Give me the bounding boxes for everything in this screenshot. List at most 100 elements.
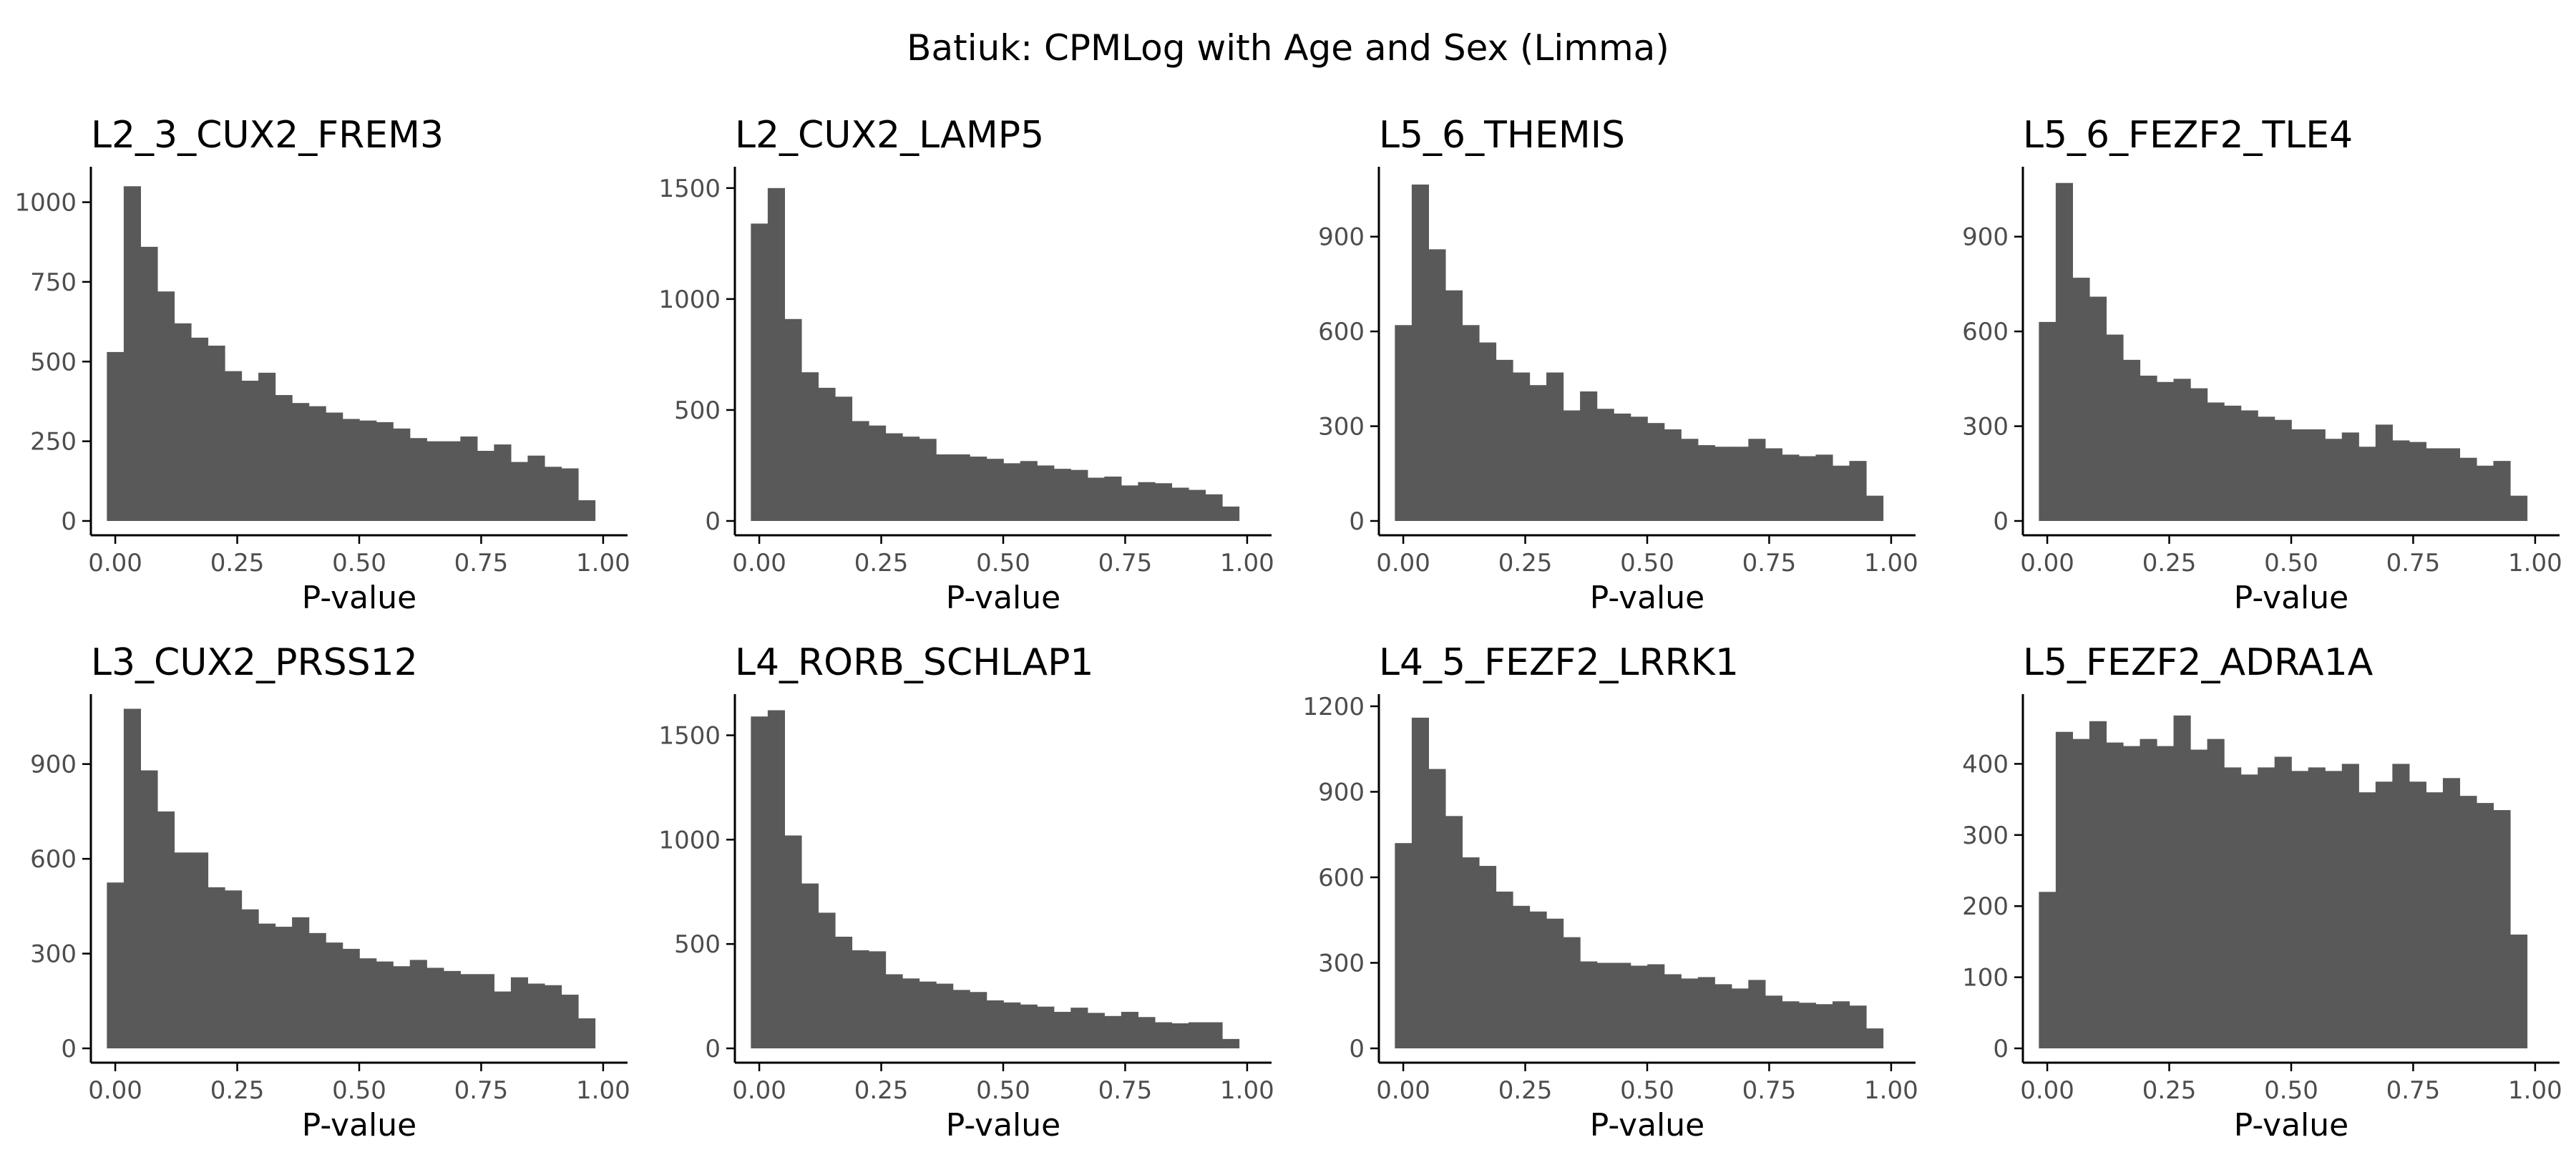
x-tick-label: 0.00 — [2020, 549, 2074, 577]
histogram-bar — [902, 437, 920, 521]
histogram-bar — [1171, 487, 1189, 521]
x-tick-label: 0.00 — [88, 549, 142, 577]
histogram-bar — [986, 459, 1004, 521]
histogram-bar — [1580, 391, 1598, 521]
histogram-bar — [2493, 810, 2511, 1048]
histogram-bar — [2308, 429, 2326, 521]
histogram-bar — [208, 346, 225, 521]
histogram-bar — [2409, 442, 2426, 521]
histogram-bar — [1445, 816, 1463, 1048]
histogram-bar — [1647, 423, 1665, 521]
histogram-bar — [2240, 410, 2258, 521]
histogram-bar — [1647, 964, 1665, 1048]
histogram-bar — [1513, 905, 1531, 1048]
histogram-bar — [869, 951, 887, 1048]
histogram-bar — [2392, 440, 2410, 521]
histogram-bar — [292, 403, 310, 521]
x-tick-label: 0.25 — [2142, 1076, 2197, 1105]
y-tick-label: 250 — [30, 428, 77, 457]
y-tick-label: 0 — [61, 507, 77, 536]
histogram-bar — [869, 425, 887, 521]
histogram-bar — [241, 381, 259, 521]
x-tick-label: 1.00 — [576, 1076, 630, 1105]
histogram-bar — [1020, 1004, 1038, 1048]
histogram-bar — [2442, 778, 2461, 1048]
histogram-bar — [409, 438, 427, 521]
histogram-bar — [2106, 742, 2124, 1048]
histogram-bar — [1614, 413, 1631, 521]
histogram-bar — [477, 451, 494, 521]
histogram-bar — [1154, 1022, 1173, 1048]
x-axis-label: P-value — [1590, 580, 1704, 616]
histogram-bar — [1782, 1001, 1800, 1048]
histogram-bar — [359, 420, 377, 521]
histogram-bar — [359, 958, 377, 1048]
histogram-bar — [834, 936, 853, 1048]
x-axis-label: P-value — [946, 580, 1060, 616]
y-tick-label: 300 — [1318, 413, 1365, 442]
y-tick-label: 0 — [705, 507, 721, 536]
histogram-bar — [443, 441, 461, 521]
y-tick-label: 300 — [1962, 822, 2009, 850]
histogram-bar — [1037, 465, 1055, 521]
x-tick-label: 0.25 — [210, 549, 265, 577]
histogram-bar — [1462, 325, 1480, 521]
histogram-bar — [275, 395, 293, 521]
histogram-bar — [2459, 796, 2477, 1048]
histogram-bar — [1546, 918, 1564, 1048]
histogram-bar — [275, 927, 293, 1048]
histogram-bar — [2039, 892, 2057, 1048]
x-tick-label: 1.00 — [1220, 1076, 1274, 1105]
panel-8: L5_FEZF2_ADRA1A 0 100 200 300 400 0.00 0.25 0.50… — [1962, 641, 2562, 1144]
histogram-bar — [326, 412, 343, 521]
panel-title: L4_5_FEZF2_LRRK1 — [1379, 641, 1739, 684]
y-tick-label: 0 — [61, 1035, 77, 1063]
histogram-bar — [2173, 715, 2191, 1048]
histogram-bar — [751, 716, 769, 1048]
x-tick-label: 0.00 — [2020, 1076, 2074, 1105]
histogram-bar — [1087, 1013, 1105, 1048]
histogram-bar — [2190, 749, 2208, 1048]
histogram-bar — [2274, 419, 2292, 521]
histogram-bar — [342, 419, 360, 521]
histogram-bar — [1205, 494, 1223, 521]
y-tick-label: 900 — [1318, 223, 1365, 252]
x-tick-label: 0.50 — [976, 1076, 1030, 1105]
histogram-bar — [2157, 381, 2175, 521]
histogram-bar — [1731, 988, 1749, 1048]
histogram-bar — [1832, 1001, 1850, 1048]
histogram-bar — [2140, 739, 2157, 1048]
histogram-bar — [393, 966, 411, 1048]
y-tick-label: 0 — [1349, 507, 1365, 536]
histogram-bar — [1580, 961, 1598, 1048]
histogram-bar — [107, 882, 125, 1048]
histogram-bar — [527, 455, 545, 521]
histogram-bar — [174, 323, 192, 521]
histogram-bar — [190, 852, 209, 1048]
x-tick-label: 0.25 — [1498, 549, 1553, 577]
panel-title: L5_6_THEMIS — [1379, 114, 1625, 157]
histogram-bar — [426, 441, 444, 521]
histogram-bar — [494, 991, 512, 1048]
x-tick-label: 1.00 — [2508, 1076, 2562, 1105]
x-tick-label: 0.50 — [1620, 1076, 1674, 1105]
histogram-bar — [1815, 454, 1833, 521]
x-tick-label: 0.75 — [1098, 1076, 1153, 1105]
histogram-bar — [1003, 1002, 1021, 1048]
histogram-bar — [801, 883, 819, 1048]
histogram-bar — [2224, 767, 2242, 1048]
y-tick-label: 750 — [30, 268, 77, 297]
x-tick-label: 0.50 — [332, 549, 386, 577]
y-tick-label: 900 — [30, 751, 77, 779]
histogram-bar — [834, 396, 853, 521]
x-tick-label: 0.25 — [2142, 549, 2197, 577]
x-tick-label: 1.00 — [1220, 549, 1274, 577]
histogram-bar — [174, 852, 192, 1048]
x-axis-label: P-value — [1590, 1107, 1704, 1144]
x-tick-label: 0.50 — [2264, 1076, 2318, 1105]
histogram-bar — [342, 948, 360, 1048]
histogram-bar — [2173, 379, 2191, 521]
histogram-bar — [2258, 767, 2275, 1048]
histogram-bar — [140, 770, 158, 1048]
histogram-bar — [208, 887, 225, 1048]
